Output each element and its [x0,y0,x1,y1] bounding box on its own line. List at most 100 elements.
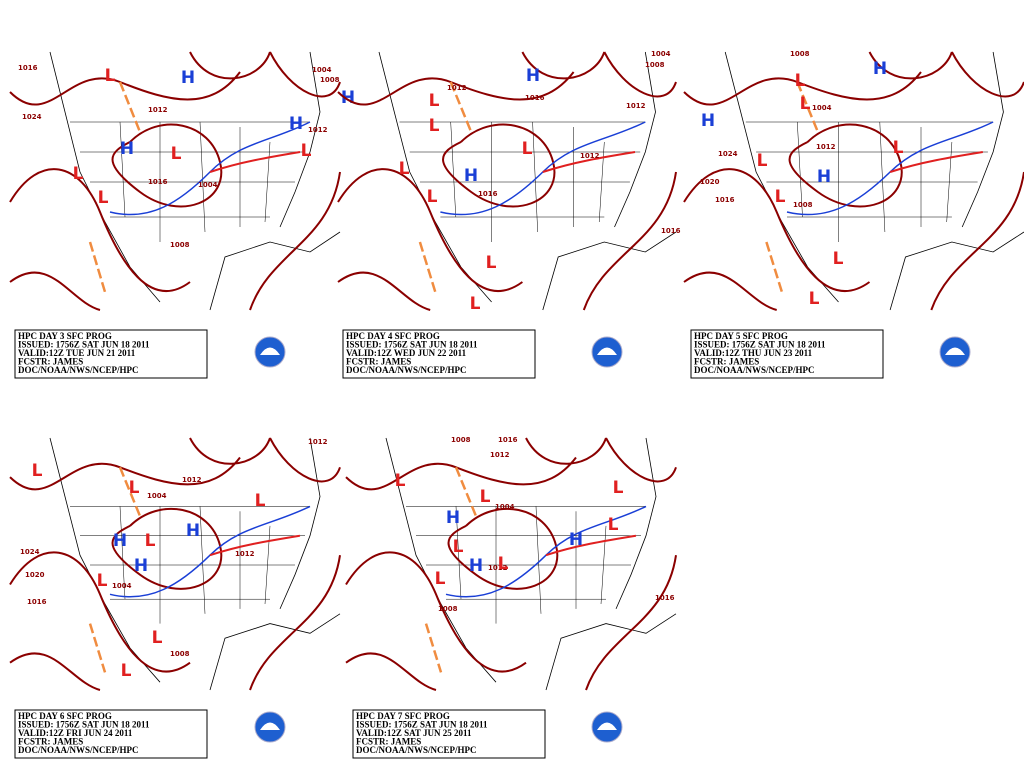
warm-front [209,151,301,173]
caption-line: DOC/NOAA/NWS/NCEP/HPC [18,745,139,755]
isobar-label: 1024 [20,548,40,556]
prog-panel: 1008 101610121004101210081016HHHLLLLLLLHP… [345,436,677,759]
caption-line: HPC DAY 6 SFC PROG [18,711,112,721]
high-center: H [464,166,478,186]
coastline [49,51,341,311]
isobar-label: 1016 [478,190,498,198]
caption-box [14,329,208,379]
isobar-label: 1012 [488,564,508,572]
isobar-label: 1016 [655,594,675,602]
map [9,51,341,311]
cold-front [109,505,311,598]
low-center: L [795,71,806,91]
prog-panel: 10121016101210041008101610161012HHLLLLLL… [337,50,681,379]
low-center: L [145,531,156,551]
cold-front [109,121,311,216]
isobars [683,51,1024,311]
coastline [385,437,677,691]
isobar-label: 1016 [148,178,168,186]
warm-front [542,151,636,173]
low-center: L [399,159,410,179]
isobar-label: 1012 [580,152,600,160]
isobar-label: 1008 [790,50,810,58]
low-center: L [470,294,481,314]
low-center: L [608,515,619,535]
isobar-label: 1012 [148,106,168,114]
isobar-label: 1016 [661,227,681,235]
isobar-label: 1008 [438,605,458,613]
caption-box [352,709,546,759]
low-center: L [73,164,84,184]
isobar-label: 1024 [718,150,738,158]
high-center: H [701,111,715,131]
high-center: H [446,508,460,528]
low-center: L [395,471,406,491]
prog-panel: 1016 1012 1008 1004 1012 1008 1016 1024 1004 H H H H… [9,51,355,379]
borders [745,121,994,242]
high-center: H [186,521,200,541]
isobar-label: 1008 [451,436,471,444]
isobar-label: 1012 [626,102,646,110]
isobar-label: 1004 [812,104,832,112]
caption-line: ISSUED: 1756Z SAT JUN 18 2011 [18,720,150,730]
caption-box [14,709,208,759]
high-center: H [526,66,540,86]
isobar-label: 1016 [498,436,518,444]
isobar-label: 1008 [793,201,813,209]
high-center: H [817,167,831,187]
borders [70,506,310,624]
isobar-label: 1012 [447,84,467,92]
high-center: H [873,59,887,79]
map [683,51,1024,311]
caption-line: VALID:12Z TUE JUN 21 2011 [18,348,136,358]
borders [399,121,646,242]
low-center: L [129,478,140,498]
caption-line: FCSTR: JAMES [18,357,83,367]
high-center: H [181,68,195,88]
caption-line: FCSTR: JAMES [18,737,83,747]
borders [406,506,646,624]
isobar-label: 1012 [308,126,328,134]
isobar-label: 1004 [112,582,132,590]
isobar-label: 1008 [320,76,340,84]
high-center: H [341,88,355,108]
low-center: L [480,487,491,507]
low-center: L [453,537,464,557]
noaa-logo-bird [260,722,280,730]
caption-line: DOC/NOAA/NWS/NCEP/HPC [18,365,139,375]
isobar-label: 1008 [645,61,665,69]
isobars [345,437,677,691]
low-center: L [105,66,116,86]
cold-front [440,121,646,216]
isobar-label: 1004 [147,492,167,500]
caption-line: DOC/NOAA/NWS/NCEP/HPC [356,745,477,755]
caption-box [690,329,884,379]
caption-line: FCSTR: JAMES [694,357,759,367]
noaa-logo-bird [945,347,965,355]
isobar-label: 1012 [490,451,510,459]
caption-line: VALID:12Z THU JUN 23 2011 [694,348,813,358]
low-center: L [427,187,438,207]
caption-line: HPC DAY 5 SFC PROG [694,331,788,341]
low-center: L [429,91,440,111]
map [337,51,677,311]
trough [88,81,142,293]
isobar-label: 1004 [495,503,515,511]
caption-line: VALID:12Z SAT JUN 25 2011 [356,728,472,738]
high-center: H [569,530,583,550]
low-center: L [757,151,768,171]
prog-panel: 101210121004102410201016101210081004HHHL… [9,437,341,759]
low-center: L [121,661,132,681]
caption-line: FCSTR: JAMES [356,737,421,747]
isobar-label: 1004 [198,181,218,189]
isobar-label: 1004 [312,66,332,74]
high-center: H [289,114,303,134]
isobar-label: 1008 [170,241,190,249]
low-center: L [809,289,820,309]
isobar-label: 1012 [308,438,328,446]
isobar-label: 1012 [182,476,202,484]
low-center: L [97,571,108,591]
low-center: L [152,628,163,648]
borders [70,121,310,242]
